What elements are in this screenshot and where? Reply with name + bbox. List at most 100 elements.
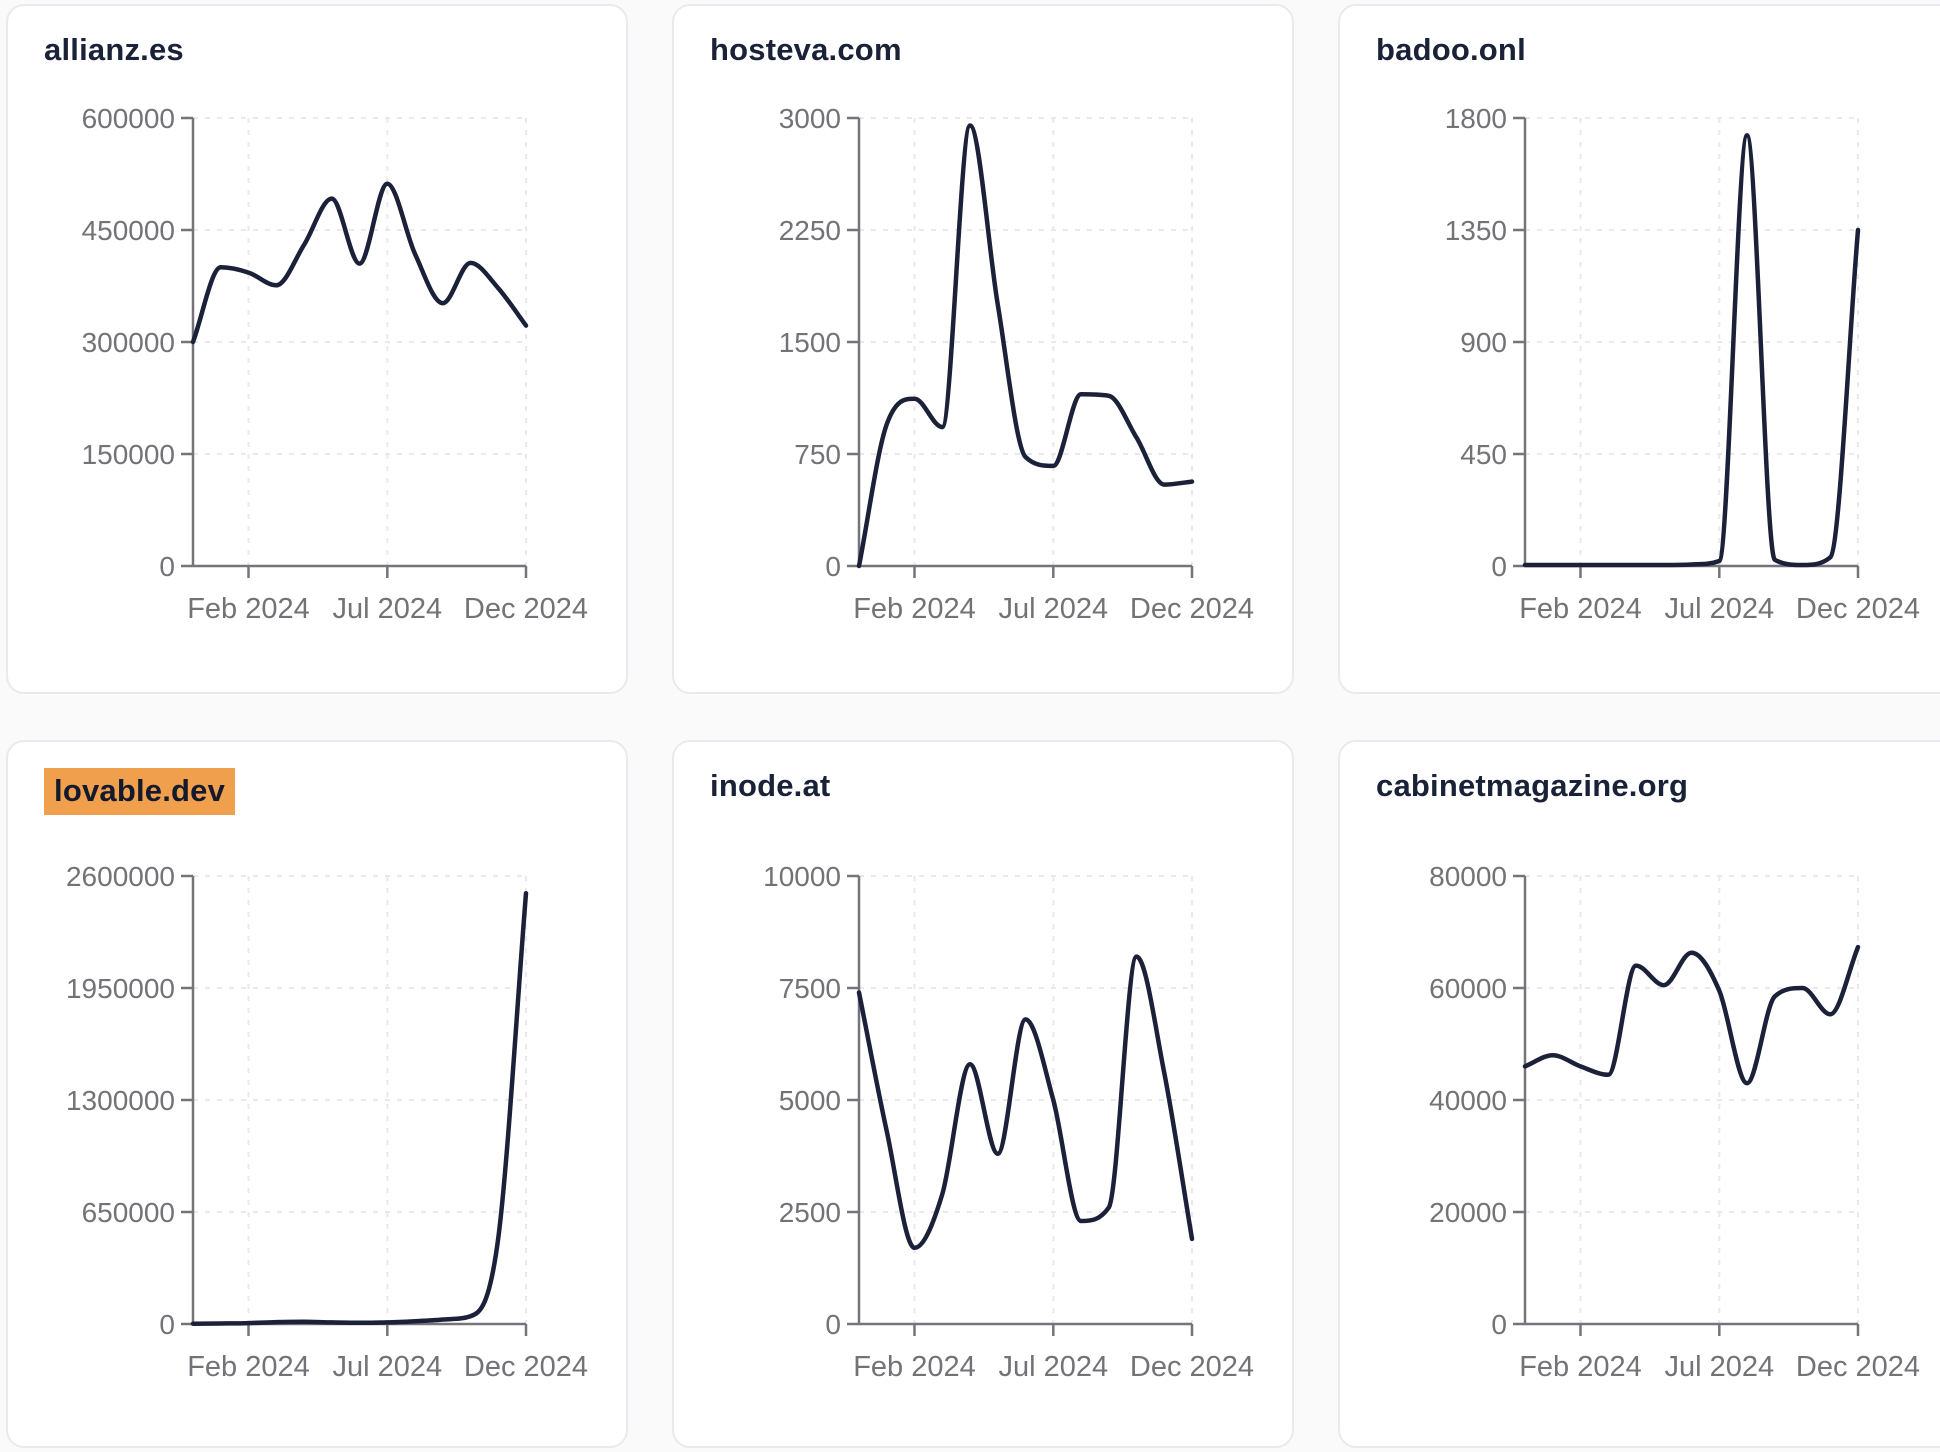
y-tick-label: 1300000 (66, 1085, 175, 1116)
y-tick-label: 0 (825, 551, 841, 582)
domain-title: badoo.onl (1376, 32, 1526, 67)
axes (181, 116, 528, 578)
x-tick-label: Feb 2024 (1519, 1351, 1642, 1383)
y-tick-label: 0 (1491, 551, 1507, 582)
domain-chart-card[interactable]: badoo.onl 0 450 900 1350 1800 Feb 2024 Jul 202… (1338, 4, 1940, 694)
x-axis-labels: Feb 2024 Jul 2024 Dec 2024 (853, 593, 1254, 625)
card-title: inode.at (710, 768, 1292, 804)
y-tick-label: 20000 (1429, 1197, 1507, 1228)
y-axis-labels: 0 150000 300000 450000 600000 (82, 103, 175, 582)
grid-lines (859, 117, 1193, 566)
y-tick-label: 5000 (779, 1085, 841, 1116)
y-axis-labels: 0 450 900 1350 1800 (1445, 103, 1507, 582)
traffic-trend-line (190, 890, 529, 1326)
x-axis-labels: Feb 2024 Jul 2024 Dec 2024 (853, 1351, 1254, 1383)
y-tick-label: 7500 (779, 973, 841, 1004)
x-tick-label: Feb 2024 (187, 1351, 310, 1383)
x-tick-label: Jul 2024 (998, 593, 1108, 625)
card-title: hosteva.com (710, 32, 1292, 68)
y-tick-label: 0 (1491, 1309, 1507, 1340)
y-tick-label: 2250 (779, 215, 841, 246)
grid-lines (193, 117, 527, 566)
x-tick-label: Feb 2024 (853, 1351, 976, 1383)
card-title: lovable.dev (44, 768, 626, 815)
grid-lines (1525, 875, 1859, 1324)
y-tick-label: 1950000 (66, 973, 175, 1004)
y-tick-label: 2600000 (66, 861, 175, 892)
y-tick-label: 300000 (82, 327, 175, 358)
y-axis-labels: 0 20000 40000 60000 80000 (1429, 861, 1507, 1340)
x-tick-label: Dec 2024 (464, 1351, 588, 1383)
charts-grid: allianz.es 0 150000 300000 450000 600000 Feb … (6, 4, 1940, 1448)
y-tick-label: 1500 (779, 327, 841, 358)
x-tick-label: Jul 2024 (1664, 1351, 1774, 1383)
domain-title: allianz.es (44, 32, 184, 67)
x-axis-labels: Feb 2024 Jul 2024 Dec 2024 (187, 593, 588, 625)
traffic-line-chart: 0 650000 1300000 1950000 2600000 Feb 2024 Jul … (66, 861, 588, 1383)
card-title: cabinetmagazine.org (1376, 768, 1940, 804)
axes (1513, 116, 1860, 578)
domain-title: inode.at (710, 768, 831, 803)
x-axis-labels: Feb 2024 Jul 2024 Dec 2024 (1519, 593, 1920, 625)
x-axis-labels: Feb 2024 Jul 2024 Dec 2024 (187, 1351, 588, 1383)
x-tick-label: Jul 2024 (998, 1351, 1108, 1383)
y-axis-labels: 0 2500 5000 7500 10000 (763, 861, 841, 1340)
y-tick-label: 3000 (779, 103, 841, 134)
x-tick-label: Dec 2024 (1130, 593, 1254, 625)
y-tick-label: 40000 (1429, 1085, 1507, 1116)
traffic-trend-line (856, 123, 1195, 569)
y-tick-label: 900 (1460, 327, 1507, 358)
traffic-line-chart: 0 2500 5000 7500 10000 Feb 2024 Jul 2024 Dec 20… (763, 861, 1254, 1383)
traffic-trend-line (1522, 944, 1861, 1086)
y-tick-label: 2500 (779, 1197, 841, 1228)
y-tick-label: 450 (1460, 439, 1507, 470)
y-tick-label: 650000 (82, 1197, 175, 1228)
axes (181, 874, 528, 1336)
y-tick-label: 0 (825, 1309, 841, 1340)
traffic-line-chart: 0 750 1500 2250 3000 Feb 2024 Jul 2024 Dec 2024 (779, 103, 1254, 625)
y-tick-label: 80000 (1429, 861, 1507, 892)
domain-title: cabinetmagazine.org (1376, 768, 1689, 803)
y-tick-label: 0 (159, 551, 175, 582)
y-tick-label: 0 (159, 1309, 175, 1340)
y-tick-label: 1350 (1445, 215, 1507, 246)
traffic-trend-line (1522, 133, 1861, 568)
x-tick-label: Dec 2024 (1130, 1351, 1254, 1383)
card-title: badoo.onl (1376, 32, 1940, 68)
y-axis-labels: 0 650000 1300000 1950000 2600000 (66, 861, 175, 1340)
domain-title: hosteva.com (710, 32, 902, 67)
traffic-line-chart: 0 450 900 1350 1800 Feb 2024 Jul 2024 Dec 2024 (1445, 103, 1920, 625)
card-title: allianz.es (44, 32, 626, 68)
x-tick-label: Feb 2024 (187, 593, 310, 625)
traffic-line-chart: 0 20000 40000 60000 80000 Feb 2024 Jul 2024 Dec… (1429, 861, 1920, 1383)
domain-chart-card[interactable]: lovable.dev 0 650000 1300000 1950000 2600000… (6, 740, 628, 1448)
domain-chart-card[interactable]: inode.at 0 2500 5000 7500 10000 Feb 2024 Jul 2… (672, 740, 1294, 1448)
x-tick-label: Dec 2024 (464, 593, 588, 625)
y-tick-label: 150000 (82, 439, 175, 470)
domain-chart-card[interactable]: cabinetmagazine.org 0 20000 40000 60000 8000… (1338, 740, 1940, 1448)
domain-chart-card[interactable]: allianz.es 0 150000 300000 450000 600000 Feb … (6, 4, 628, 694)
axes (847, 116, 1194, 578)
y-tick-label: 750 (794, 439, 841, 470)
y-axis-labels: 0 750 1500 2250 3000 (779, 103, 841, 582)
grid-lines (1525, 117, 1859, 566)
x-tick-label: Jul 2024 (332, 593, 442, 625)
x-tick-label: Jul 2024 (332, 1351, 442, 1383)
traffic-trend-line (190, 181, 529, 345)
domain-title: lovable.dev (44, 768, 236, 815)
x-tick-label: Dec 2024 (1796, 1351, 1920, 1383)
y-tick-label: 10000 (763, 861, 841, 892)
y-tick-label: 60000 (1429, 973, 1507, 1004)
x-tick-label: Feb 2024 (853, 593, 976, 625)
traffic-line-chart: 0 150000 300000 450000 600000 Feb 2024 Jul 202… (82, 103, 589, 625)
x-tick-label: Feb 2024 (1519, 593, 1642, 625)
grid-lines (193, 875, 527, 1324)
y-tick-label: 450000 (82, 215, 175, 246)
y-tick-label: 1800 (1445, 103, 1507, 134)
x-axis-labels: Feb 2024 Jul 2024 Dec 2024 (1519, 1351, 1920, 1383)
x-tick-label: Jul 2024 (1664, 593, 1774, 625)
grid-lines (859, 875, 1193, 1324)
domain-chart-card[interactable]: hosteva.com 0 750 1500 2250 3000 Feb 2024 Jul … (672, 4, 1294, 694)
traffic-trend-line (856, 954, 1195, 1251)
axes (1513, 874, 1860, 1336)
